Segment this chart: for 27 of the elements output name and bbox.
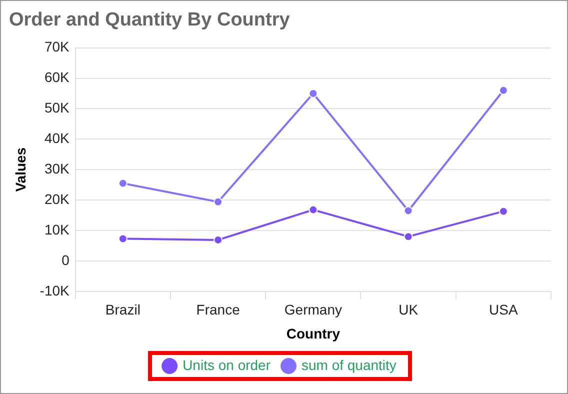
point (404, 232, 413, 242)
x-tick-label: France (196, 302, 240, 318)
chart-title: Order and Quantity By Country (9, 10, 290, 31)
point (498, 86, 508, 95)
point (498, 206, 508, 216)
y-tick-label: 50K (44, 100, 70, 116)
y-tick-label: -10K (40, 282, 70, 298)
x-tick-label: USA (489, 302, 518, 318)
y-tick-label: 40K (44, 130, 70, 146)
point (404, 206, 413, 216)
legend-label: sum of quantity (301, 356, 396, 373)
x-tick-label: Brazil (105, 302, 140, 318)
legend-label: Units on order (182, 356, 271, 373)
x-axis-title: Country (286, 325, 340, 342)
y-tick-label: 70K (44, 38, 70, 55)
y-axis-title: Values (12, 147, 28, 192)
y-tick-label: 30K (44, 160, 70, 176)
y-tick-label: 10K (44, 221, 70, 238)
y-tick-label: 60K (44, 69, 70, 86)
y-tick-label: 0 (62, 252, 70, 268)
point (308, 205, 318, 214)
x-tick-label: UK (398, 302, 419, 318)
x-tick-label: Germany (284, 302, 342, 318)
point (118, 178, 128, 188)
point (214, 197, 223, 206)
y-tick-label: 20K (44, 190, 70, 207)
point (118, 234, 128, 244)
